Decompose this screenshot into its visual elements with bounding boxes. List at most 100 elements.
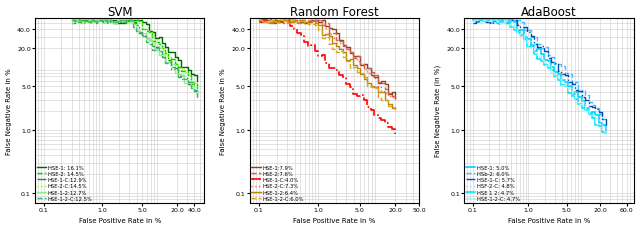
- HSb-2: 6.0%: (0.963, 38.5): 6.0%: (0.963, 38.5): [524, 29, 531, 32]
- HSE-1-2:12.7%: [142, 32, 150, 35]
- HSE-1-2-C:6.0%: [311, 24, 319, 27]
- HSE-2-C:14.5%: [142, 28, 150, 31]
- HSE-1-2-C: 4.7%: (6.07, 4.31): 4.7%: (6.07, 4.31): [568, 89, 575, 92]
- HSE-2: 14.5%: (1.23, 55): 14.5%: (1.23, 55): [103, 19, 111, 22]
- HSE-1:7.9%: [311, 19, 319, 22]
- HSE-1-2:6.4%: [388, 107, 396, 110]
- HSF-2-C: 4.8%: (0.475, 53.1): 4.8%: (0.475, 53.1): [506, 20, 514, 23]
- HSE-1: 5.0%: (0.963, 27.8): 5.0%: (0.963, 27.8): [524, 38, 531, 41]
- HSE-2: 14.5%: (2.34, 51.3): 14.5%: (2.34, 51.3): [119, 21, 127, 24]
- HSE-1-2:12.7%: [100, 19, 108, 22]
- Line: HSE-1: 5.0%: HSE-1: 5.0%: [473, 21, 605, 132]
- HSE-1-2:6.4%: [311, 23, 319, 25]
- HSE-1-2:12.7%: [68, 19, 76, 22]
- Y-axis label: False Negative Rate in %: False Negative Rate in %: [6, 68, 12, 154]
- HSE-2-C:7.3%: [335, 42, 343, 45]
- HSE-1: 16.1%: (0.3, 55): 16.1%: (0.3, 55): [68, 19, 76, 22]
- HSF-2-C: 4.8%: (0.963, 25.1): 4.8%: (0.963, 25.1): [524, 41, 531, 44]
- HSE-1-2-C:6.0%: [335, 51, 343, 54]
- HSE-1-2-C:6.0%: [294, 20, 301, 23]
- Line: HSE-1-2:6.4%: HSE-1-2:6.4%: [259, 21, 396, 109]
- HSE-2:7.6%: [311, 19, 319, 22]
- HSE 1 2: 4.7%: (0.1, 54): 4.7%: (0.1, 54): [469, 20, 477, 23]
- HSE-1-2:12.7%: [119, 19, 127, 22]
- HSE-2-C:7.3%: [255, 22, 262, 25]
- HSE-1: 16.1%: (2.34, 49.8): 16.1%: (2.34, 49.8): [119, 22, 127, 25]
- HSE-2-C:14.5%: [74, 19, 82, 22]
- Line: HSE-1: 16.1%: HSE-1: 16.1%: [72, 21, 197, 81]
- HSE-1-2-C:6.0%: [392, 111, 399, 114]
- HSE-1-2-C:12.5%: [122, 22, 130, 24]
- HSE-1-2:6.4%: [255, 19, 262, 22]
- HSE-2: 14.5%: (12.5, 16.8): 14.5%: (12.5, 16.8): [161, 52, 169, 55]
- HSE-2-C:14.5%: [193, 86, 201, 89]
- HSE-1-C: 5.7%: (2.6, 12): 5.7%: (2.6, 12): [547, 61, 555, 64]
- HSE-2: 14.5%: (2.66, 51.3): 14.5%: (2.66, 51.3): [122, 21, 130, 24]
- HSE-2:7.6%: [356, 64, 364, 66]
- HSE-2-C:7.3%: [294, 19, 301, 22]
- Line: HSE-2-C:14.5%: HSE-2-C:14.5%: [72, 21, 197, 87]
- HSE-1: 16.1%: (1.23, 55): 16.1%: (1.23, 55): [103, 19, 111, 22]
- HSE-1-2:6.4%: [335, 46, 343, 48]
- HSE-1:7.9%: [335, 33, 343, 35]
- HSE-1: 16.1%: (1.08, 53.5): 16.1%: (1.08, 53.5): [100, 20, 108, 23]
- HSE 1 2: 4.7%: (0.475, 42): 4.7%: (0.475, 42): [506, 27, 514, 30]
- Line: HSE-2:7.6%: HSE-2:7.6%: [259, 21, 396, 98]
- HSE-1-2-C:12.5%: [81, 19, 88, 22]
- HSE-1-C:4.0%: [255, 22, 262, 25]
- Line: HSE-1-2-C:12.5%: HSE-1-2-C:12.5%: [72, 21, 197, 98]
- HSE-1: 16.1%: (5.76, 50.7): 16.1%: (5.76, 50.7): [142, 22, 150, 25]
- HSE-1: 16.1%: (2.34, 49): 16.1%: (2.34, 49): [119, 23, 127, 25]
- HSb-2: 6.0%: (0.475, 49.9): 6.0%: (0.475, 49.9): [506, 22, 514, 25]
- Line: HSE-1-C: 5.7%: HSE-1-C: 5.7%: [473, 21, 605, 126]
- HSE-1-2-C: 4.7%: (0.1, 55): 4.7%: (0.1, 55): [469, 19, 477, 22]
- HSE-1-2:6.4%: [290, 22, 298, 25]
- Legend: HSE-1:7.9%, HSE-2:7.6%, HSE-1-C:4.0%, HSE-2-C:7.3%, HSE-1-2:6.4%, HSE-1-2-C:6.0%: HSE-1:7.9%, HSE-2:7.6%, HSE-1-C:4.0%, HS…: [251, 164, 304, 202]
- HSE-1-2-C:6.0%: [311, 23, 319, 26]
- Line: HSE-2: 14.5%: HSE-2: 14.5%: [72, 21, 197, 90]
- HSE-1-C:12.9%: [161, 57, 169, 59]
- HSE-1-2-C:12.5%: [119, 22, 127, 24]
- HSE-2-C:14.5%: [103, 19, 111, 22]
- HSb-2: 6.0%: (25, 1.47): 6.0%: (25, 1.47): [602, 118, 609, 121]
- HSF-2-C: 4.8%: (2.6, 11.4): 4.8%: (2.6, 11.4): [547, 63, 555, 65]
- HSE-1: 5.0%: (0.1, 55): 5.0%: (0.1, 55): [469, 19, 477, 22]
- HSE-1-2-C:12.5%: [161, 63, 169, 65]
- Line: HSE-1-2:12.7%: HSE-1-2:12.7%: [72, 21, 197, 98]
- HSE-1-C:4.0%: [392, 134, 399, 136]
- HSE 1 2: 4.7%: (2.6, 9.01): 4.7%: (2.6, 9.01): [547, 69, 555, 72]
- HSb-2: 6.0%: (0.963, 38.2): 6.0%: (0.963, 38.2): [524, 30, 531, 32]
- HSE-2:7.6%: [335, 41, 343, 44]
- HSE-2-C:7.3%: [269, 19, 276, 22]
- HSE-2-C:14.5%: [100, 22, 108, 25]
- HSE-1-2:6.4%: [294, 21, 301, 24]
- HSE-1-C: 5.7%: (6.07, 5.37): 5.7%: (6.07, 5.37): [568, 83, 575, 86]
- HSE-1-C: 5.7%: (0.475, 55): 5.7%: (0.475, 55): [506, 19, 514, 22]
- HSE-2:7.6%: [314, 19, 322, 22]
- HSE-1-2:6.4%: [311, 20, 319, 23]
- HSE-1-2-C:6.0%: [255, 19, 262, 22]
- HSE 1 2: 4.7%: (25, 0.878): 4.7%: (25, 0.878): [602, 132, 609, 135]
- HSE-2:7.6%: [392, 97, 399, 99]
- HSE-1-C:4.0%: [314, 50, 322, 53]
- HSE-1-2-C: 4.7%: (0.963, 20.8): 4.7%: (0.963, 20.8): [524, 46, 531, 49]
- HSE-1-C: 5.7%: (1.11, 35.7): 5.7%: (1.11, 35.7): [527, 31, 534, 34]
- HSE-2-C:7.3%: [311, 21, 319, 24]
- Line: HSb-2: 6.0%: HSb-2: 6.0%: [473, 21, 605, 120]
- HSE 1 2: 4.7%: (6.07, 3.45): 4.7%: (6.07, 3.45): [568, 95, 575, 98]
- Line: HSE-1:7.9%: HSE-1:7.9%: [259, 21, 396, 99]
- HSE 1 2: 4.7%: (0.412, 51.6): 4.7%: (0.412, 51.6): [503, 21, 511, 24]
- HSE-2-C:14.5%: [122, 19, 130, 22]
- HSE-1-C:12.9%: [103, 19, 111, 22]
- HSE 1 2: 4.7%: (1.11, 20.8): 4.7%: (1.11, 20.8): [527, 46, 534, 49]
- Title: AdaBoost: AdaBoost: [521, 5, 577, 19]
- HSE-1: 5.0%: (0.963, 27.3): 5.0%: (0.963, 27.3): [524, 39, 531, 41]
- Line: HSF-2-C: 4.8%: HSF-2-C: 4.8%: [473, 21, 605, 135]
- HSE-2: 14.5%: (5.76, 36.9): 14.5%: (5.76, 36.9): [142, 30, 150, 33]
- HSE-1:7.9%: [294, 19, 301, 22]
- HSE 1 2: 4.7%: (0.115, 55): 4.7%: (0.115, 55): [472, 19, 480, 22]
- Legend: HSE-1: 5.0%, HSb-2: 6.0%, HSE-1-C: 5.7%, HSF-2-C: 4.8%, HSE 1 2: 4.7%, HSE-1-2-C: HSE-1: 5.0%, HSb-2: 6.0%, HSE-1-C: 5.7%,…: [465, 164, 520, 202]
- HSE-1-C:4.0%: [335, 74, 343, 77]
- HSE-1:7.9%: [290, 19, 298, 22]
- HSE-1-C:4.0%: [259, 19, 266, 22]
